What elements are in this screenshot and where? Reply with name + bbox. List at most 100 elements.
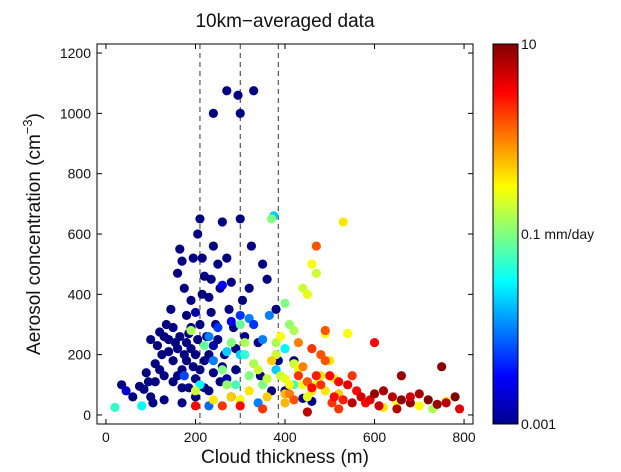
data-point	[454, 404, 465, 414]
data-point	[316, 350, 326, 360]
data-point	[235, 108, 245, 118]
data-point	[280, 298, 290, 308]
data-point	[311, 371, 321, 381]
data-point	[208, 395, 218, 405]
data-point	[369, 389, 380, 399]
data-point	[343, 328, 353, 339]
data-point	[329, 392, 339, 402]
data-point	[213, 259, 223, 269]
y-tick-label: 1200	[60, 45, 91, 61]
data-point	[222, 380, 232, 390]
data-point	[231, 380, 241, 390]
data-point	[289, 395, 299, 405]
data-point	[179, 371, 189, 381]
data-point	[258, 404, 268, 414]
data-point	[186, 325, 196, 336]
data-point	[266, 214, 277, 224]
data-point	[338, 217, 348, 227]
data-point	[307, 344, 317, 354]
data-point	[208, 356, 218, 366]
data-point	[217, 365, 227, 375]
data-point	[240, 337, 250, 348]
y-tick-label: 800	[68, 166, 92, 182]
data-point	[172, 344, 183, 354]
data-point	[197, 253, 207, 263]
data-point	[298, 362, 308, 372]
data-point	[204, 331, 214, 342]
data-point	[177, 256, 187, 266]
data-point	[307, 259, 317, 269]
data-point	[253, 365, 263, 375]
data-point	[222, 86, 232, 96]
y-tick-label: 400	[68, 286, 92, 302]
data-point	[293, 371, 304, 381]
data-point	[244, 283, 254, 293]
x-axis: 0 200 400 600 800	[102, 44, 476, 445]
x-tick-label: 600	[363, 429, 387, 445]
data-point	[387, 392, 398, 402]
data-point	[320, 325, 330, 336]
data-point	[121, 386, 131, 396]
data-point	[222, 347, 232, 357]
data-point	[293, 337, 304, 348]
data-point	[204, 292, 214, 302]
data-point	[343, 380, 353, 390]
data-point	[231, 365, 241, 375]
data-point	[137, 401, 147, 411]
data-point	[275, 331, 286, 342]
data-point	[217, 280, 227, 290]
data-point	[168, 356, 178, 366]
data-point	[206, 307, 216, 318]
data-point	[271, 304, 281, 314]
data-point	[181, 337, 192, 348]
data-point	[217, 401, 227, 411]
data-point	[414, 401, 424, 411]
data-point	[311, 268, 321, 278]
data-point	[139, 384, 149, 394]
y-axis-title-main: Aerosol concentration (cm	[24, 134, 45, 355]
data-point	[347, 398, 357, 408]
y-axis-title-close: )	[24, 113, 45, 119]
data-point	[181, 310, 192, 321]
data-point	[208, 368, 218, 378]
data-point	[235, 319, 245, 330]
data-point	[206, 274, 216, 284]
x-axis-title: Cloud thickness (m)	[201, 447, 369, 468]
data-point	[190, 350, 201, 360]
colorbar-tick-label: 0.001	[521, 416, 556, 432]
data-point	[186, 295, 196, 305]
data-point	[249, 86, 259, 96]
data-point	[199, 340, 210, 351]
data-point	[302, 407, 312, 417]
data-point	[235, 401, 245, 411]
data-point	[316, 380, 326, 390]
y-tick-label: 0	[83, 407, 91, 423]
x-tick-label: 200	[184, 429, 208, 445]
data-point	[166, 304, 176, 314]
data-point	[334, 377, 344, 387]
data-point	[190, 307, 201, 318]
data-point	[159, 331, 169, 342]
data-point	[195, 365, 205, 375]
data-point	[190, 401, 201, 411]
data-point	[179, 283, 189, 293]
data-point	[235, 214, 245, 224]
data-point	[148, 398, 158, 408]
data-point	[392, 404, 402, 414]
data-point	[374, 401, 384, 411]
data-point	[240, 350, 250, 360]
data-point	[405, 392, 415, 402]
data-point	[217, 217, 227, 227]
data-point	[258, 334, 268, 345]
data-point	[226, 337, 236, 348]
data-point	[437, 362, 447, 372]
data-point	[143, 377, 154, 387]
data-point	[233, 90, 243, 100]
data-point	[262, 392, 272, 402]
data-point	[347, 371, 357, 381]
data-point	[175, 331, 185, 342]
data-point	[168, 322, 178, 333]
data-point	[190, 386, 201, 396]
y-tick-label: 600	[68, 226, 92, 242]
